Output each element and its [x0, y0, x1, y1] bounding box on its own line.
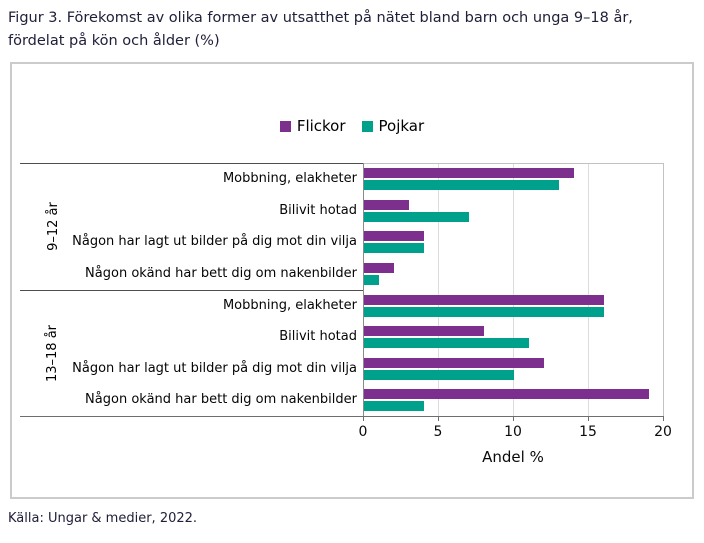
gridline: [588, 163, 589, 416]
plot-right-border: [663, 163, 664, 416]
legend-label-pojkar: Pojkar: [378, 117, 425, 135]
axis-tick: [438, 416, 439, 421]
category-label: Någon har lagt ut bilder på dig mot din …: [72, 234, 357, 250]
category-label: Mobbning, elakheter: [222, 297, 357, 313]
bar-flickor: [364, 263, 394, 274]
category-label: Bilivit hotad: [279, 202, 357, 218]
plot-top-border: [363, 163, 663, 164]
bar-flickor: [364, 389, 649, 400]
legend-label-flickor: Flickor: [296, 117, 346, 135]
x-axis-line: [20, 416, 664, 417]
bar-pojkar: [364, 275, 379, 286]
bar-flickor: [364, 294, 604, 305]
axis-tick: [363, 416, 364, 421]
x-tick-label: 5: [433, 424, 443, 440]
figure-title: Figur 3. Förekomst av olika former av ut…: [8, 7, 700, 53]
axis-tick: [663, 416, 664, 421]
figure-title-line2: fördelat på kön och ålder (%): [8, 33, 220, 49]
category-label: Någon okänd har bett dig om nakenbilder: [85, 266, 357, 282]
bar-pojkar: [364, 211, 469, 222]
legend-item-flickor: Flickor: [279, 117, 346, 135]
category-label: Bilivit hotad: [279, 329, 357, 345]
legend: Flickor Pojkar: [10, 117, 694, 135]
category-label: Någon okänd har bett dig om nakenbilder: [85, 392, 357, 408]
flickor-swatch-icon: [279, 120, 291, 132]
bar-pojkar: [364, 306, 604, 317]
bar-flickor: [364, 231, 424, 242]
x-axis-label: Andel %: [482, 448, 544, 466]
figure-title-line1: Figur 3. Förekomst av olika former av ut…: [8, 10, 633, 26]
x-tick-label: 15: [579, 424, 597, 440]
axis-tick: [513, 416, 514, 421]
bar-pojkar: [364, 401, 424, 412]
chart-frame: [10, 62, 694, 499]
gridline: [438, 163, 439, 416]
x-tick-label: 20: [654, 424, 672, 440]
bar-flickor: [364, 357, 544, 368]
category-label: Mobbning, elakheter: [222, 170, 357, 186]
bar-flickor: [364, 326, 484, 337]
x-tick-label: 0: [358, 424, 368, 440]
bar-pojkar: [364, 369, 514, 380]
y-axis-line: [363, 163, 364, 421]
group-separator-line: [20, 290, 363, 291]
bar-pojkar: [364, 179, 559, 190]
source-note: Källa: Ungar & medier, 2022.: [8, 511, 198, 526]
gridline: [513, 163, 514, 416]
category-label: Någon har lagt ut bilder på dig mot din …: [72, 360, 357, 376]
pojkar-swatch-icon: [361, 120, 373, 132]
legend-item-pojkar: Pojkar: [361, 117, 425, 135]
bar-pojkar: [364, 243, 424, 254]
bar-flickor: [364, 167, 574, 178]
plot-top-line: [20, 163, 363, 164]
x-tick-label: 10: [504, 424, 522, 440]
bar-flickor: [364, 199, 409, 210]
bar-pojkar: [364, 338, 529, 349]
axis-tick: [588, 416, 589, 421]
